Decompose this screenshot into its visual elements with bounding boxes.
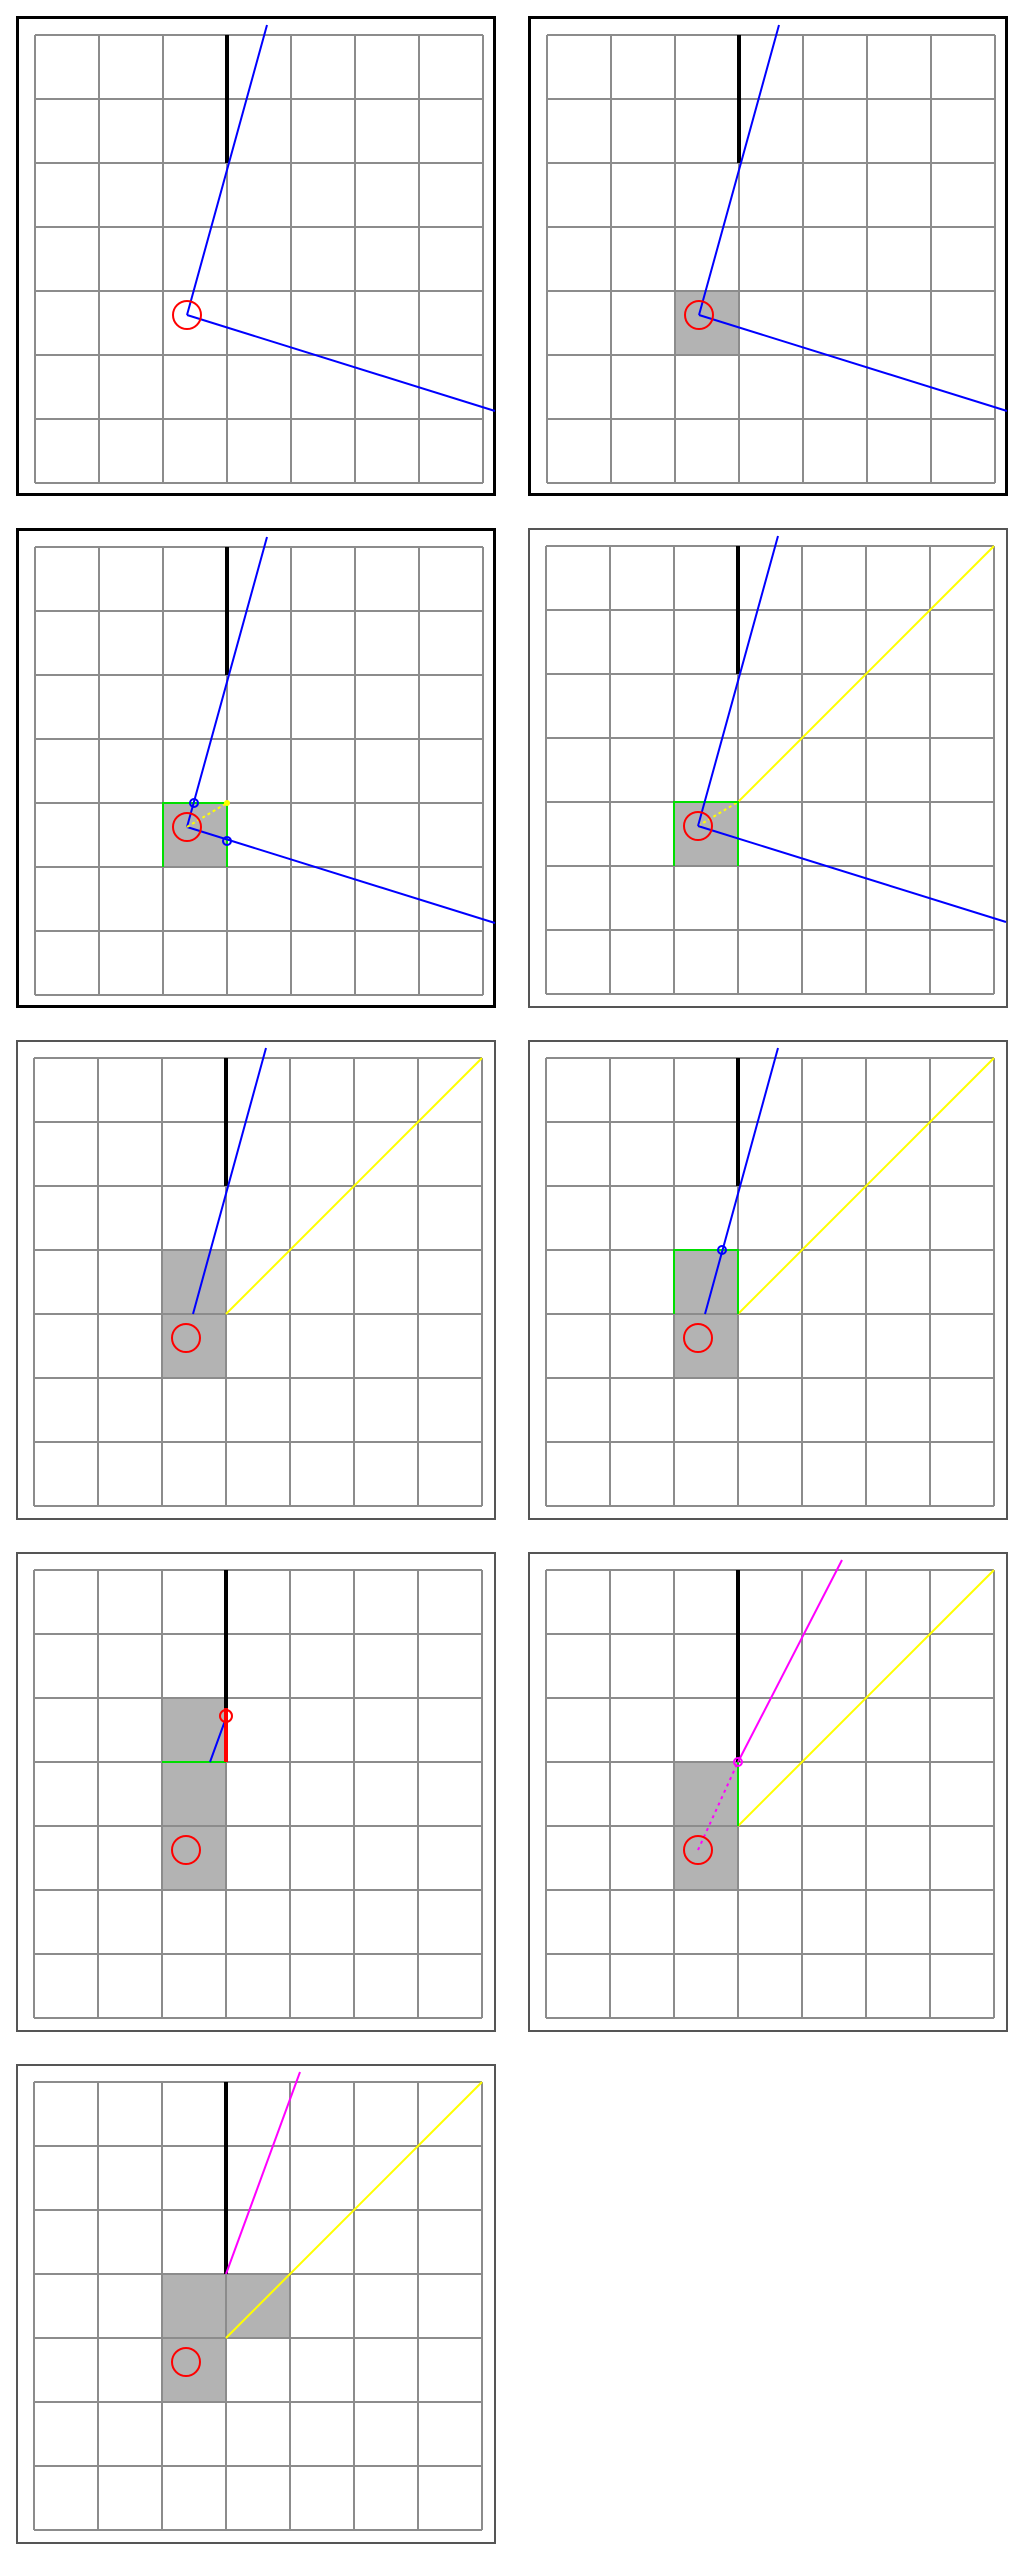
boundary-ray-lower	[186, 826, 496, 924]
diagram-panel-1	[16, 16, 496, 496]
diagonal-ray	[737, 1057, 995, 1315]
boundary-ray-upper	[698, 24, 780, 316]
visited-cell	[162, 2274, 226, 2338]
probe-ray-dashed	[697, 1761, 739, 1851]
visited-cell	[162, 1698, 226, 1762]
diagram-canvas	[545, 535, 1007, 995]
diagram-canvas	[546, 24, 1008, 484]
visited-cell	[162, 1314, 226, 1378]
diagram-panel-8	[528, 1552, 1008, 2032]
diagram-canvas	[33, 2071, 483, 2531]
cell-edge-highlight	[673, 1249, 739, 1314]
diagram-panel-9	[16, 2064, 496, 2544]
visited-cell	[674, 802, 738, 866]
diagonal-ray-dashed	[697, 801, 739, 827]
origin-marker	[683, 811, 713, 841]
origin-marker	[172, 300, 202, 330]
origin-marker	[171, 2347, 201, 2377]
origin-marker	[683, 1323, 713, 1353]
visited-cell	[675, 291, 739, 355]
visited-cell	[674, 1250, 738, 1314]
boundary-ray-lower	[698, 314, 1008, 412]
cell-edge-highlight	[673, 801, 739, 866]
probe-point	[733, 1757, 743, 1767]
visited-cell	[162, 2338, 226, 2402]
origin-marker	[171, 1323, 201, 1353]
diagram-panel-7	[16, 1552, 496, 2032]
visited-cell	[674, 1314, 738, 1378]
origin-marker	[172, 812, 202, 842]
visited-cell	[162, 1762, 226, 1826]
origin-marker	[684, 300, 714, 330]
visited-cell	[162, 1826, 226, 1890]
diagram-canvas	[34, 536, 496, 996]
boundary-ray-upper	[186, 536, 268, 828]
intersection-point	[717, 1245, 727, 1255]
boundary-ray-upper	[192, 1047, 267, 1315]
visited-cell	[674, 1762, 738, 1826]
probe-ray	[225, 2071, 301, 2275]
hit-marker	[219, 1709, 233, 1723]
boundary-ray-upper	[209, 1717, 227, 1763]
visited-cell	[162, 1250, 226, 1314]
intersection-point	[189, 798, 199, 808]
diagram-canvas	[545, 1559, 995, 2019]
visited-cell	[674, 1826, 738, 1890]
boundary-ray-upper	[704, 1047, 779, 1315]
diagram-canvas	[545, 1047, 995, 1507]
boundary-ray-upper	[697, 535, 779, 827]
diagram-panel-5	[16, 1040, 496, 1520]
diagonal-ray	[225, 2081, 483, 2339]
diagram-panel-2	[528, 16, 1008, 496]
cell-edge-highlight	[162, 802, 228, 867]
diagonal-ray	[737, 545, 995, 803]
diagram-panel-6	[528, 1040, 1008, 1520]
diagram-panel-4	[528, 528, 1008, 1008]
origin-marker	[683, 1835, 713, 1865]
diagonal-ray	[737, 1569, 995, 1827]
boundary-ray-upper	[186, 24, 268, 316]
diagram-canvas	[33, 1569, 483, 2019]
corner-point	[224, 800, 230, 806]
boundary-ray-lower	[186, 314, 496, 412]
diagram-canvas	[33, 1047, 483, 1507]
diagram-canvas	[34, 24, 496, 484]
boundary-ray-lower	[697, 825, 1007, 923]
intersection-point	[222, 836, 232, 846]
diagonal-ray	[225, 1057, 483, 1315]
probe-ray	[737, 1559, 843, 1763]
origin-marker	[171, 1835, 201, 1865]
diagonal-ray-dashed	[186, 802, 228, 828]
visited-cell	[163, 803, 227, 867]
diagram-panel-3	[16, 528, 496, 1008]
